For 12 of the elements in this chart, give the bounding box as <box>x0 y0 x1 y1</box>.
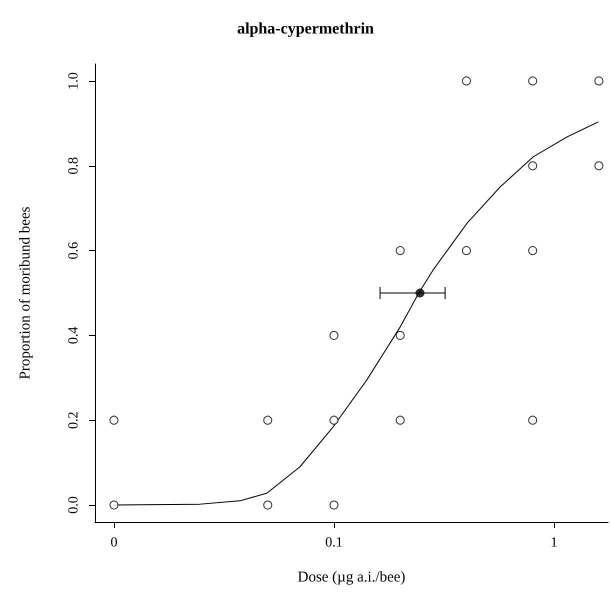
y-tick-label: 0.2 <box>66 411 82 429</box>
x-tick-label: 0.1 <box>325 536 343 550</box>
y-tick-label: 0.6 <box>66 242 82 260</box>
x-axis-title: Dose (µg a.i./bee) <box>298 570 406 586</box>
chart-title: alpha-cypermethrin <box>237 20 374 38</box>
y-tick-label: 1.0 <box>66 72 82 90</box>
y-tick-label: 0.0 <box>66 496 82 514</box>
y-axis-title: Proportion of moribund bees <box>18 206 34 380</box>
y-tick-label: 0.4 <box>66 326 82 344</box>
y-tick-label: 0.8 <box>66 157 82 175</box>
x-tick-label: 0 <box>110 536 118 550</box>
x-tick-label: 1 <box>550 536 558 550</box>
